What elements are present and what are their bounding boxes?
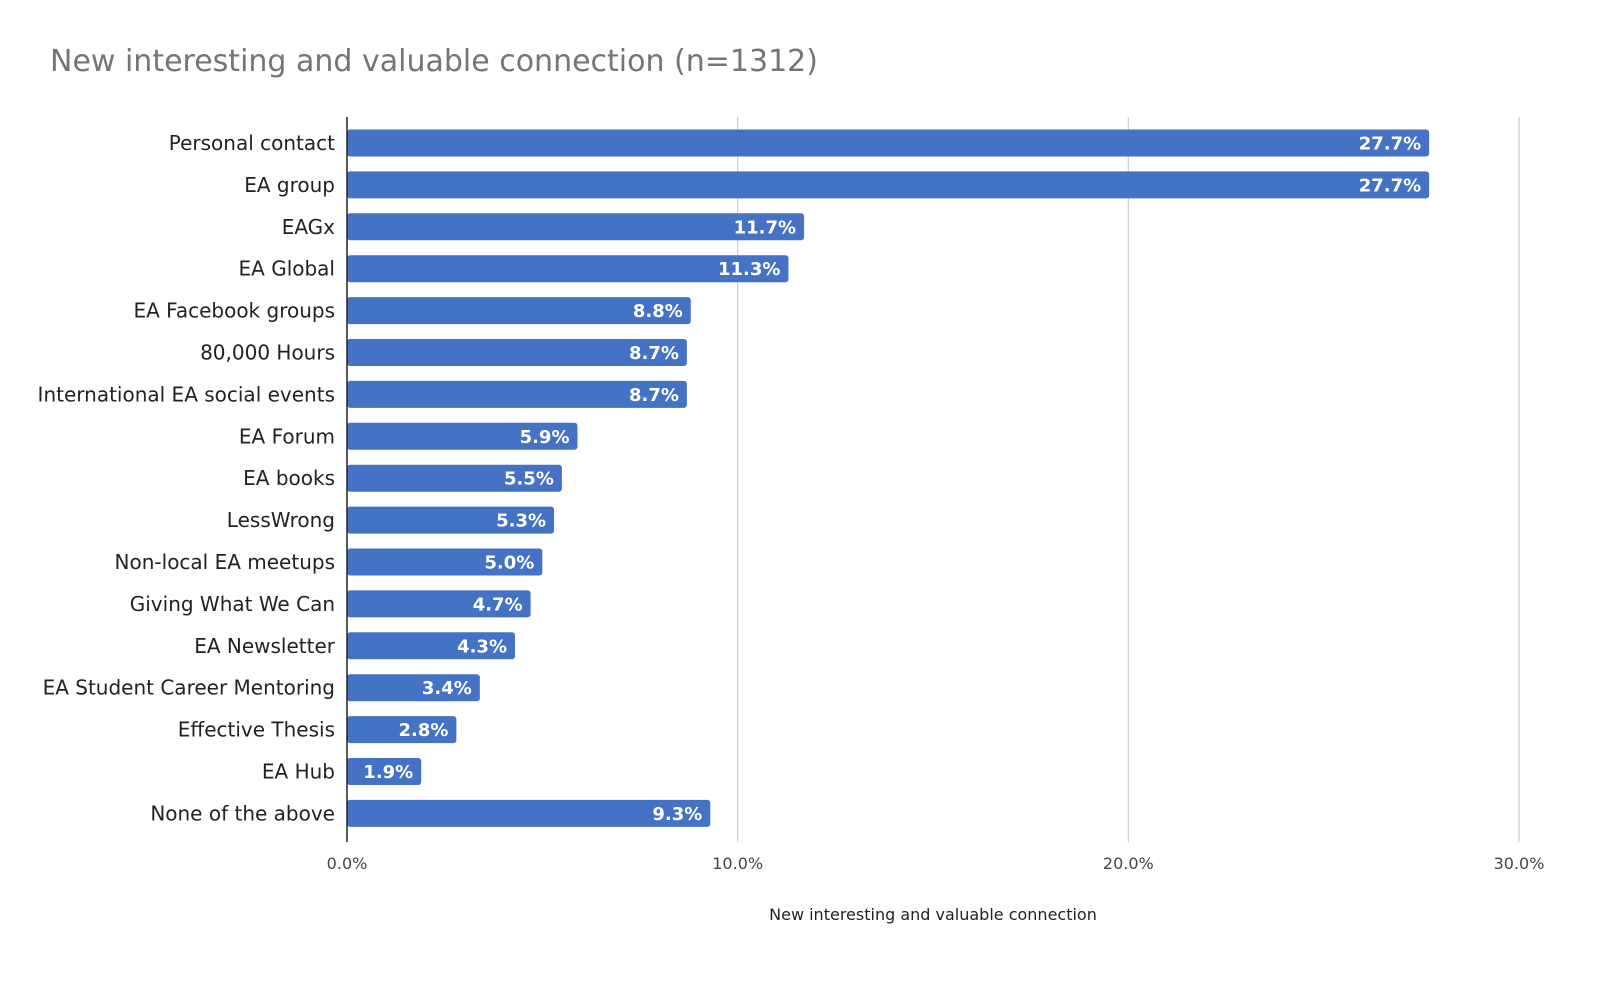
bar-11 <box>347 548 543 576</box>
bar-15 <box>347 716 457 744</box>
x-tick-label: 10.0% <box>712 854 763 873</box>
data-label: 8.7% <box>629 343 679 364</box>
category-label: EA books <box>243 466 335 490</box>
category-label: Non-local EA meetups <box>115 550 335 574</box>
bar-16 <box>347 758 422 785</box>
bar-10 <box>347 506 555 534</box>
category-label: EA group <box>244 173 335 197</box>
category-label: EA Forum <box>239 424 335 448</box>
bar-8 <box>347 422 578 450</box>
category-label: Effective Thesis <box>178 718 335 742</box>
category-label: Giving What We Can <box>130 592 335 616</box>
data-label: 5.0% <box>484 553 534 574</box>
labels: 0.0% 10.0% 20.0% 30.0% Personal contact 27.7%… <box>38 131 1545 873</box>
x-tick-label: 20.0% <box>1103 854 1154 873</box>
data-label: 9.3% <box>652 804 702 825</box>
category-label: 80,000 Hours <box>200 341 335 365</box>
data-label: 27.7% <box>1359 175 1421 196</box>
bar-13 <box>347 632 515 660</box>
bar-17 <box>347 799 711 827</box>
bar-7 <box>347 380 687 408</box>
category-label: EA Global <box>239 257 335 281</box>
data-label: 4.7% <box>473 594 523 615</box>
data-label: 11.7% <box>734 217 796 238</box>
data-label: 5.3% <box>496 511 546 532</box>
x-tick-label: 0.0% <box>327 854 368 873</box>
bar-4 <box>347 255 789 283</box>
data-label: 3.4% <box>422 678 472 699</box>
category-label: Personal contact <box>169 131 335 155</box>
bar-1 <box>347 129 1430 157</box>
data-label: 8.7% <box>629 385 679 406</box>
x-axis-title: New interesting and valuable connection <box>769 905 1097 924</box>
bar-9 <box>347 464 562 492</box>
category-label: International EA social events <box>38 382 335 406</box>
data-label: 27.7% <box>1359 134 1421 155</box>
data-label: 1.9% <box>363 762 413 783</box>
bar-14 <box>347 674 480 702</box>
data-label: 2.8% <box>398 720 448 741</box>
data-label: 11.3% <box>718 259 780 280</box>
category-label: EAGx <box>282 215 335 239</box>
bar-5 <box>347 297 691 325</box>
x-tick-label: 30.0% <box>1494 854 1545 873</box>
category-label: LessWrong <box>227 508 335 532</box>
category-label: EA Student Career Mentoring <box>43 676 335 700</box>
gridlines <box>737 117 1520 842</box>
bars <box>347 129 1430 827</box>
bar-2 <box>347 171 1430 199</box>
category-label: EA Hub <box>262 760 335 784</box>
chart-title: New interesting and valuable connection … <box>50 44 818 79</box>
data-label: 4.3% <box>457 636 507 657</box>
category-label: None of the above <box>150 801 335 825</box>
category-label: EA Facebook groups <box>133 299 335 323</box>
data-label: 5.9% <box>520 427 570 448</box>
data-label: 8.8% <box>633 301 683 322</box>
data-label: 5.5% <box>504 469 554 490</box>
category-label: EA Newsletter <box>194 634 336 658</box>
bar-3 <box>347 213 805 241</box>
bar-6 <box>347 339 687 366</box>
bar-12 <box>347 590 531 618</box>
